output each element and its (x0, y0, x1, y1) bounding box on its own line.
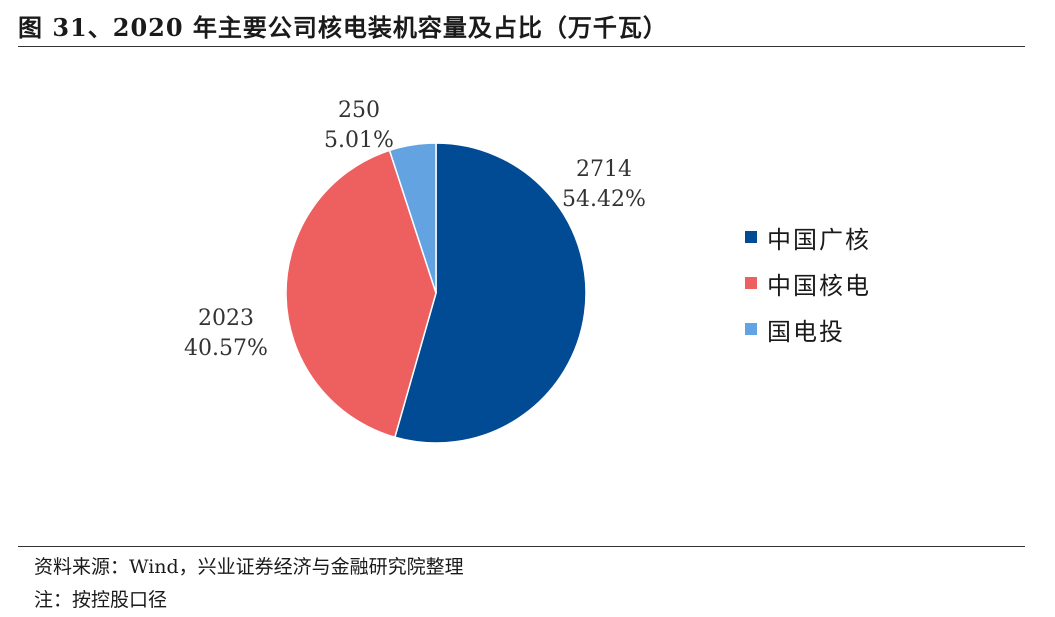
data-label-percent: 54.42% (562, 187, 646, 212)
title-divider (18, 46, 1025, 47)
data-label-value: 250 (338, 98, 380, 123)
data-label-percent: 5.01% (324, 128, 394, 153)
legend-swatch (745, 323, 757, 335)
legend-label: 国电投 (767, 317, 845, 346)
legend-label: 中国广核 (767, 225, 871, 254)
footnote: 注：按控股口径 (34, 589, 168, 611)
pie-slice (388, 142, 437, 294)
pie-slice (285, 149, 437, 439)
legend-item: 国电投 (745, 306, 871, 352)
legend-swatch (745, 231, 757, 243)
chart-title: 图 31、2020 年主要公司核电装机容量及占比（万千瓦） (18, 13, 668, 42)
legend-item: 中国广核 (745, 214, 871, 260)
data-label-value: 2714 (576, 157, 632, 182)
source-note: 资料来源：Wind，兴业证券经济与金融研究院整理 (34, 556, 464, 578)
legend-item: 中国核电 (745, 260, 871, 306)
footer-divider (18, 546, 1025, 547)
data-label-percent: 40.57% (184, 336, 268, 361)
legend: 中国广核 中国核电 国电投 (745, 214, 871, 352)
legend-swatch (745, 277, 757, 289)
data-label-value: 2023 (198, 306, 254, 331)
legend-label: 中国核电 (767, 271, 871, 300)
pie-slice (393, 142, 587, 444)
